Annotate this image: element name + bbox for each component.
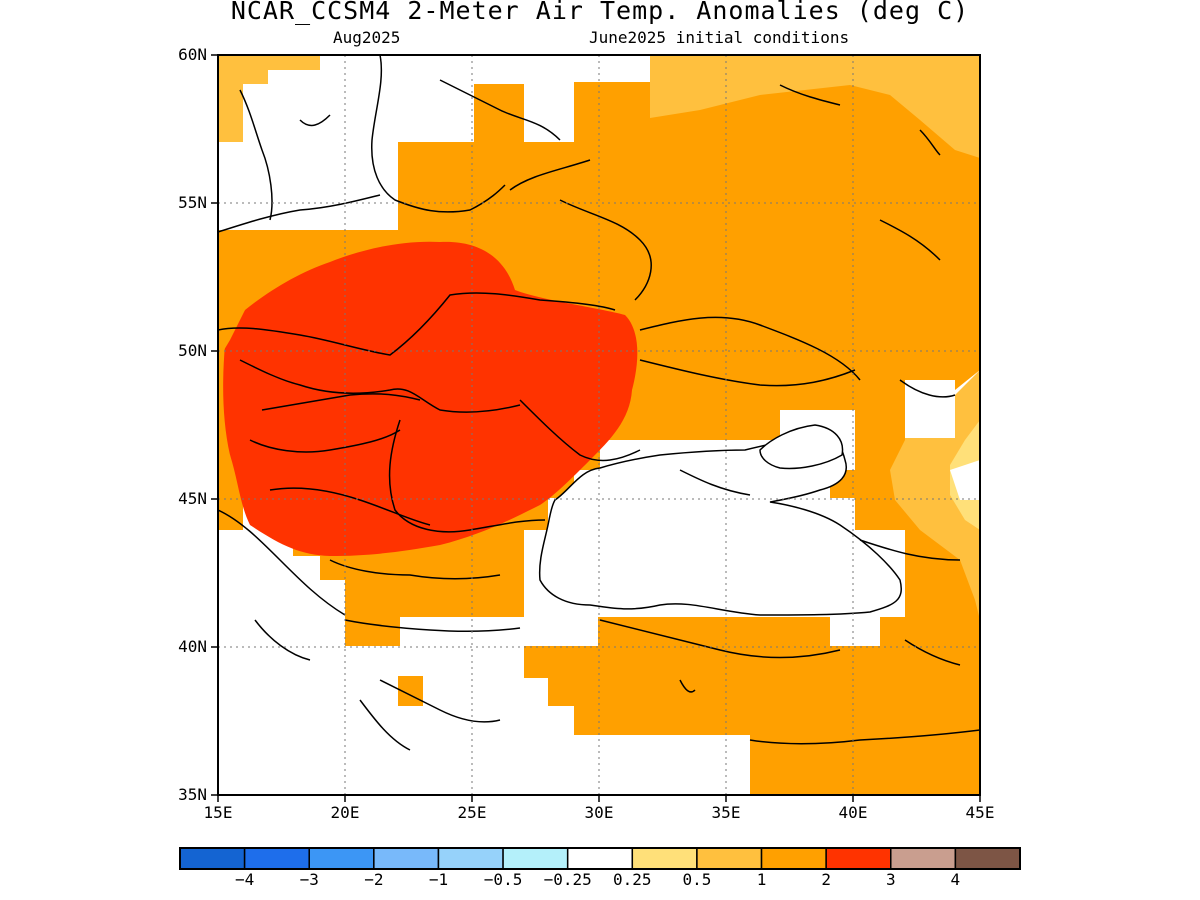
colorbar-swatch	[631, 847, 698, 870]
lat-label-50n: 50N	[178, 341, 207, 360]
baltic-sea	[218, 55, 548, 230]
colorbar-label: 1	[756, 870, 767, 889]
colorbar-label: −3	[299, 870, 319, 889]
grid-lines	[218, 55, 980, 795]
lon-label-30e: 30E	[584, 803, 614, 822]
colorbar-swatch	[890, 847, 957, 870]
sea-of-azov	[759, 424, 844, 470]
colorbar-label: −0.5	[483, 870, 523, 889]
colorbar-label: −4	[234, 870, 255, 889]
lat-label-45n: 45N	[178, 489, 207, 508]
lon-label-40e: 40E	[838, 803, 868, 822]
anomaly-region-2-to-3	[223, 241, 638, 556]
colorbar-swatch	[373, 847, 440, 870]
colorbar-swatch	[502, 847, 569, 870]
colorbar-label: 0.25	[613, 870, 652, 889]
lon-label-25e: 25E	[457, 803, 487, 822]
axis-ticks	[211, 54, 981, 802]
lat-label-55n: 55N	[178, 193, 207, 212]
colorbar-swatch	[825, 847, 892, 870]
colorbar-swatch	[566, 847, 634, 870]
colorbar-label: 4	[950, 870, 961, 889]
initial-conditions-label: June2025 initial conditions	[589, 28, 850, 47]
colorbar-label: −0.25	[543, 870, 592, 889]
lat-label-60n: 60N	[178, 45, 207, 64]
lon-label-15e: 15E	[203, 803, 233, 822]
colorbar-label: −2	[364, 870, 384, 889]
coastlines	[218, 55, 980, 751]
colorbar-swatch	[243, 847, 310, 870]
black-sea	[538, 433, 902, 616]
colorbar-label: 3	[885, 870, 896, 889]
lon-label-35e: 35E	[711, 803, 741, 822]
lon-label-45e: 45E	[965, 803, 995, 822]
colorbar-label: −1	[428, 870, 449, 889]
colorbar-swatch	[696, 847, 763, 870]
colorbar-swatch	[437, 847, 504, 870]
lat-label-35n: 35N	[178, 785, 207, 804]
anomaly-region-0.5-to-1-ne	[650, 55, 980, 158]
colorbar-swatch	[954, 847, 1021, 870]
chart-title: NCAR_CCSM4 2-Meter Air Temp. Anomalies (…	[230, 0, 970, 25]
colorbar-swatch	[760, 847, 827, 870]
forecast-month: Aug2025	[333, 28, 401, 47]
colorbar-swatch	[179, 847, 246, 870]
lat-label-40n: 40N	[178, 637, 207, 656]
colorbar-label: 2	[821, 870, 831, 889]
lon-label-20e: 20E	[330, 803, 360, 822]
colorbar-swatch	[308, 847, 375, 870]
colorbar-label: 0.5	[682, 870, 712, 889]
adriatic-aegean	[218, 560, 574, 795]
